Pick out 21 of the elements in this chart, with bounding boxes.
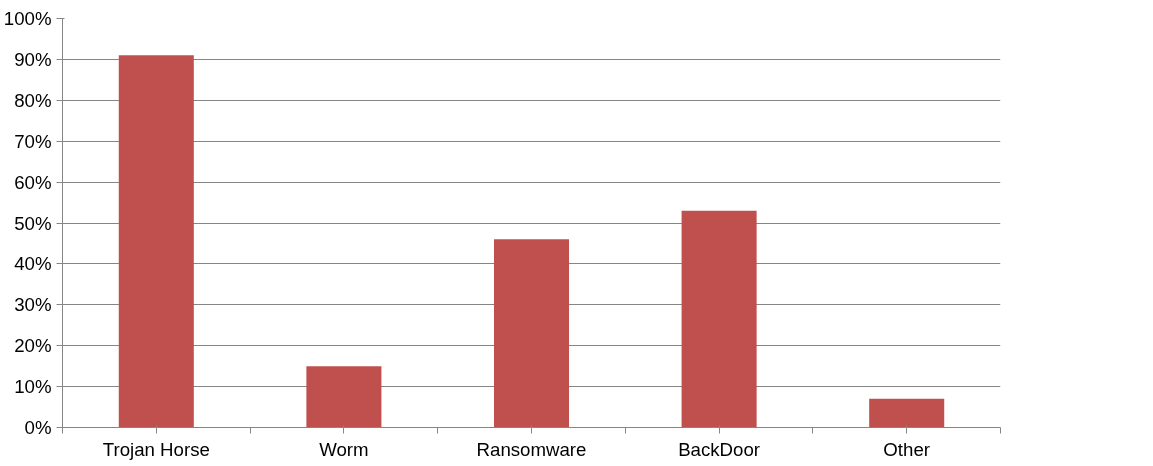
bar [118, 55, 194, 428]
y-tick-label: 100% [3, 8, 52, 29]
x-tick-label: Trojan Horse [102, 438, 210, 460]
y-tick-label: 80% [14, 89, 52, 111]
x-tick-label: Worm [319, 438, 369, 460]
bar [869, 398, 945, 428]
y-tick-label: 30% [14, 294, 52, 316]
x-tick-label: Other [883, 438, 931, 460]
y-tick-label: 10% [14, 376, 52, 398]
y-tick-label: 60% [14, 171, 52, 193]
y-tick-label: 20% [14, 335, 52, 357]
y-tick-label: 0% [24, 417, 52, 438]
y-tick-label: 70% [14, 130, 52, 152]
bar [681, 210, 757, 428]
x-tick-label: BackDoor [678, 438, 761, 460]
y-tick-label: 40% [14, 253, 52, 275]
x-tick-label: Ransomware [476, 438, 587, 460]
bar [306, 366, 382, 428]
y-tick-label: 50% [14, 212, 52, 234]
bar [493, 239, 570, 428]
y-tick-label: 90% [14, 48, 52, 70]
